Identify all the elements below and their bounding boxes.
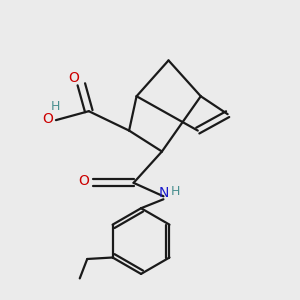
Text: H: H (51, 100, 61, 113)
Text: O: O (78, 174, 89, 188)
Text: N: N (158, 186, 169, 200)
Text: O: O (68, 71, 79, 85)
Text: H: H (171, 185, 180, 198)
Text: O: O (42, 112, 53, 126)
